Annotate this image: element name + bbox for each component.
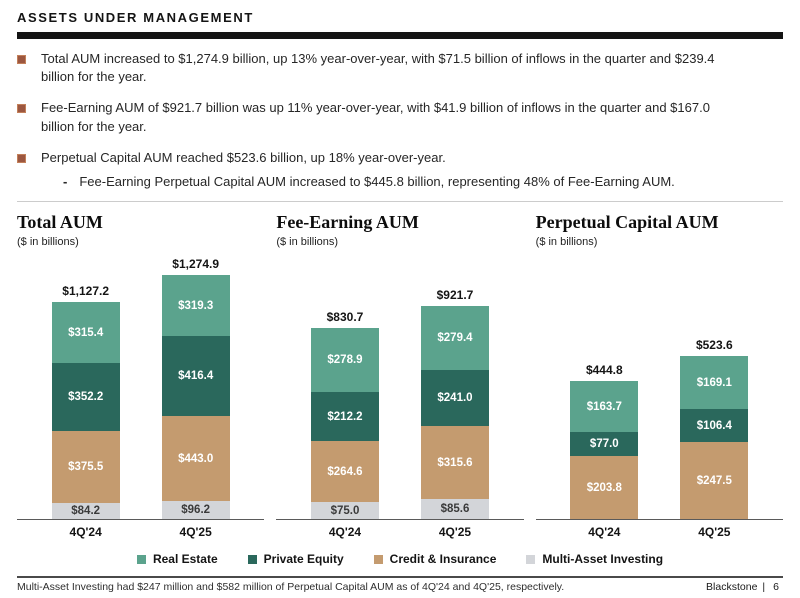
bar-segment: $106.4 (680, 409, 749, 443)
x-axis-tick-label: 4Q'24 (69, 525, 102, 540)
chart-title: Total AUM (17, 212, 103, 233)
legend-label: Private Equity (263, 552, 344, 567)
x-axis-tick-label: 4Q'25 (179, 525, 212, 540)
sub-bullet-fee-earning-perpetual: - Fee-Earning Perpetual Capital AUM incr… (63, 173, 783, 191)
brand-name: Blackstone (706, 581, 758, 594)
chart-legend: Real Estate Private Equity Credit & Insura… (17, 552, 783, 566)
x-axis-labels: 4Q'24 4Q'25 (17, 525, 264, 539)
chart-fee-earning-aum: Fee-Earning AUM ($ in billions) $830.7 $2… (276, 208, 524, 539)
bullet-perpetual-capital-aum: Perpetual Capital AUM reached $523.6 bil… (17, 149, 783, 167)
section-divider (17, 201, 783, 203)
legend-swatch-icon (247, 554, 257, 564)
x-axis-tick-label: 4Q'25 (698, 525, 731, 540)
plot-area: $444.8 $163.7 $77.0 $203.8 $523.6 $169.1 $106.… (535, 250, 783, 521)
bar-stack: $278.9 $212.2 $264.6 $75.0 (310, 328, 379, 520)
bar-total-label: $523.6 (695, 338, 733, 353)
bullet-fee-earning-aum: Fee-Earning AUM of $921.7 billion was up… (17, 99, 783, 135)
chart-total-aum: Total AUM ($ in billions) $1,127.2 $315.4… (17, 208, 265, 539)
bar-group: $1,274.9 $319.3 $416.4 $443.0 $96.2 (161, 257, 230, 520)
bar-segment: $75.0 (310, 502, 379, 520)
bar-group: $830.7 $278.9 $212.2 $264.6 $75.0 (310, 310, 379, 520)
bar-segment: $315.4 (51, 302, 120, 364)
legend-label: Real Estate (152, 552, 218, 567)
dash-icon: - (63, 173, 68, 189)
bar-total-label: $444.8 (585, 363, 623, 378)
bar-total-label: $921.7 (436, 288, 474, 303)
title-underline-bar (17, 32, 783, 39)
footer-separator: | (762, 581, 766, 594)
bar-segment: $315.6 (420, 426, 489, 500)
legend-swatch-icon (526, 554, 536, 564)
bullet-perpetual-capital-aum-text: Perpetual Capital AUM reached $523.6 bil… (41, 149, 446, 165)
bar-group: $523.6 $169.1 $106.4 $247.5 (680, 338, 749, 520)
x-axis-labels: 4Q'24 4Q'25 (276, 525, 523, 539)
bullet-square-icon (17, 104, 26, 114)
bullet-square-icon (17, 55, 26, 64)
legend-label: Multi-Asset Investing (542, 552, 664, 567)
bar-segment: $169.1 (680, 356, 749, 410)
page-number: 6 (773, 581, 779, 594)
bar-stack: $163.7 $77.0 $203.8 (570, 381, 639, 520)
plot-area: $1,127.2 $315.4 $352.2 $375.5 $84.2 $1,274.9 $… (17, 250, 265, 521)
chart-perpetual-capital-aum: Perpetual Capital AUM ($ in billions) $4… (535, 208, 783, 539)
footer-brand: Blackstone | 6 (706, 581, 779, 593)
bar-stack: $279.4 $241.0 $315.6 $85.6 (420, 306, 489, 520)
bullet-total-aum: Total AUM increased to $1,274.9 billion,… (17, 50, 783, 86)
bar-segment: $264.6 (310, 441, 379, 503)
x-axis-tick-label: 4Q'24 (588, 525, 621, 540)
charts-row: Total AUM ($ in billions) $1,127.2 $315.4… (17, 208, 783, 539)
page-title: ASSETS UNDER MANAGEMENT (17, 10, 254, 25)
bar-segment: $212.2 (310, 392, 379, 442)
bar-segment: $84.2 (51, 503, 120, 520)
legend-item: Credit & Insurance (373, 552, 497, 567)
bar-segment: $96.2 (161, 501, 230, 520)
bar-total-label: $1,274.9 (172, 257, 220, 272)
bar-segment: $352.2 (51, 363, 120, 432)
bar-stack: $319.3 $416.4 $443.0 $96.2 (161, 275, 230, 520)
bullet-total-aum-text: Total AUM increased to $1,274.9 billion,… (41, 51, 715, 85)
bullet-square-icon (17, 153, 26, 163)
bar-segment: $278.9 (310, 328, 379, 393)
bar-segment: $203.8 (570, 456, 639, 520)
x-axis-tick-label: 4Q'25 (438, 525, 472, 540)
bar-segment: $85.6 (420, 499, 489, 520)
legend-swatch-icon (136, 554, 146, 564)
bar-segment: $443.0 (161, 416, 230, 502)
chart-subtitle: ($ in billions) (17, 236, 79, 249)
bar-segment: $319.3 (161, 275, 230, 337)
x-axis-labels: 4Q'24 4Q'25 (536, 525, 783, 539)
bar-segment: $247.5 (680, 442, 749, 520)
chart-subtitle: ($ in billions) (535, 236, 598, 249)
summary-bullets: Total AUM increased to $1,274.9 billion,… (17, 50, 783, 191)
legend-item: Private Equity (247, 552, 344, 567)
bar-group: $921.7 $279.4 $241.0 $315.6 $85.6 (420, 288, 489, 520)
legend-swatch-icon (373, 554, 383, 564)
bar-segment: $279.4 (420, 306, 489, 371)
bar-segment: $77.0 (570, 432, 639, 457)
bar-group: $444.8 $163.7 $77.0 $203.8 (570, 363, 639, 520)
bar-segment: $375.5 (51, 431, 120, 504)
legend-item: Multi-Asset Investing (526, 552, 663, 566)
sub-bullet-text: Fee-Earning Perpetual Capital AUM increa… (79, 173, 675, 189)
x-axis-tick-label: 4Q'24 (328, 525, 362, 540)
bar-segment: $416.4 (161, 336, 230, 417)
footnote-text: Multi-Asset Investing had $247 million a… (17, 581, 565, 594)
chart-title: Fee-Earning AUM (276, 212, 419, 233)
bar-segment: $163.7 (570, 381, 639, 433)
bar-total-label: $1,127.2 (62, 284, 110, 299)
bar-stack: $169.1 $106.4 $247.5 (680, 356, 749, 520)
footer-divider (17, 576, 783, 579)
bar-stack: $315.4 $352.2 $375.5 $84.2 (51, 302, 120, 520)
bullet-fee-earning-aum-text: Fee-Earning AUM of $921.7 billion was up… (41, 100, 710, 134)
bar-total-label: $830.7 (326, 310, 364, 325)
plot-area: $830.7 $278.9 $212.2 $264.6 $75.0 $921.7 $279.… (276, 250, 524, 521)
footer: Multi-Asset Investing had $247 million a… (17, 581, 783, 593)
legend-label: Credit & Insurance (389, 552, 497, 567)
bar-segment: $241.0 (420, 370, 489, 427)
legend-item: Real Estate (136, 552, 218, 567)
chart-title: Perpetual Capital AUM (535, 212, 719, 233)
bar-group: $1,127.2 $315.4 $352.2 $375.5 $84.2 (51, 284, 120, 520)
chart-subtitle: ($ in billions) (276, 236, 339, 249)
